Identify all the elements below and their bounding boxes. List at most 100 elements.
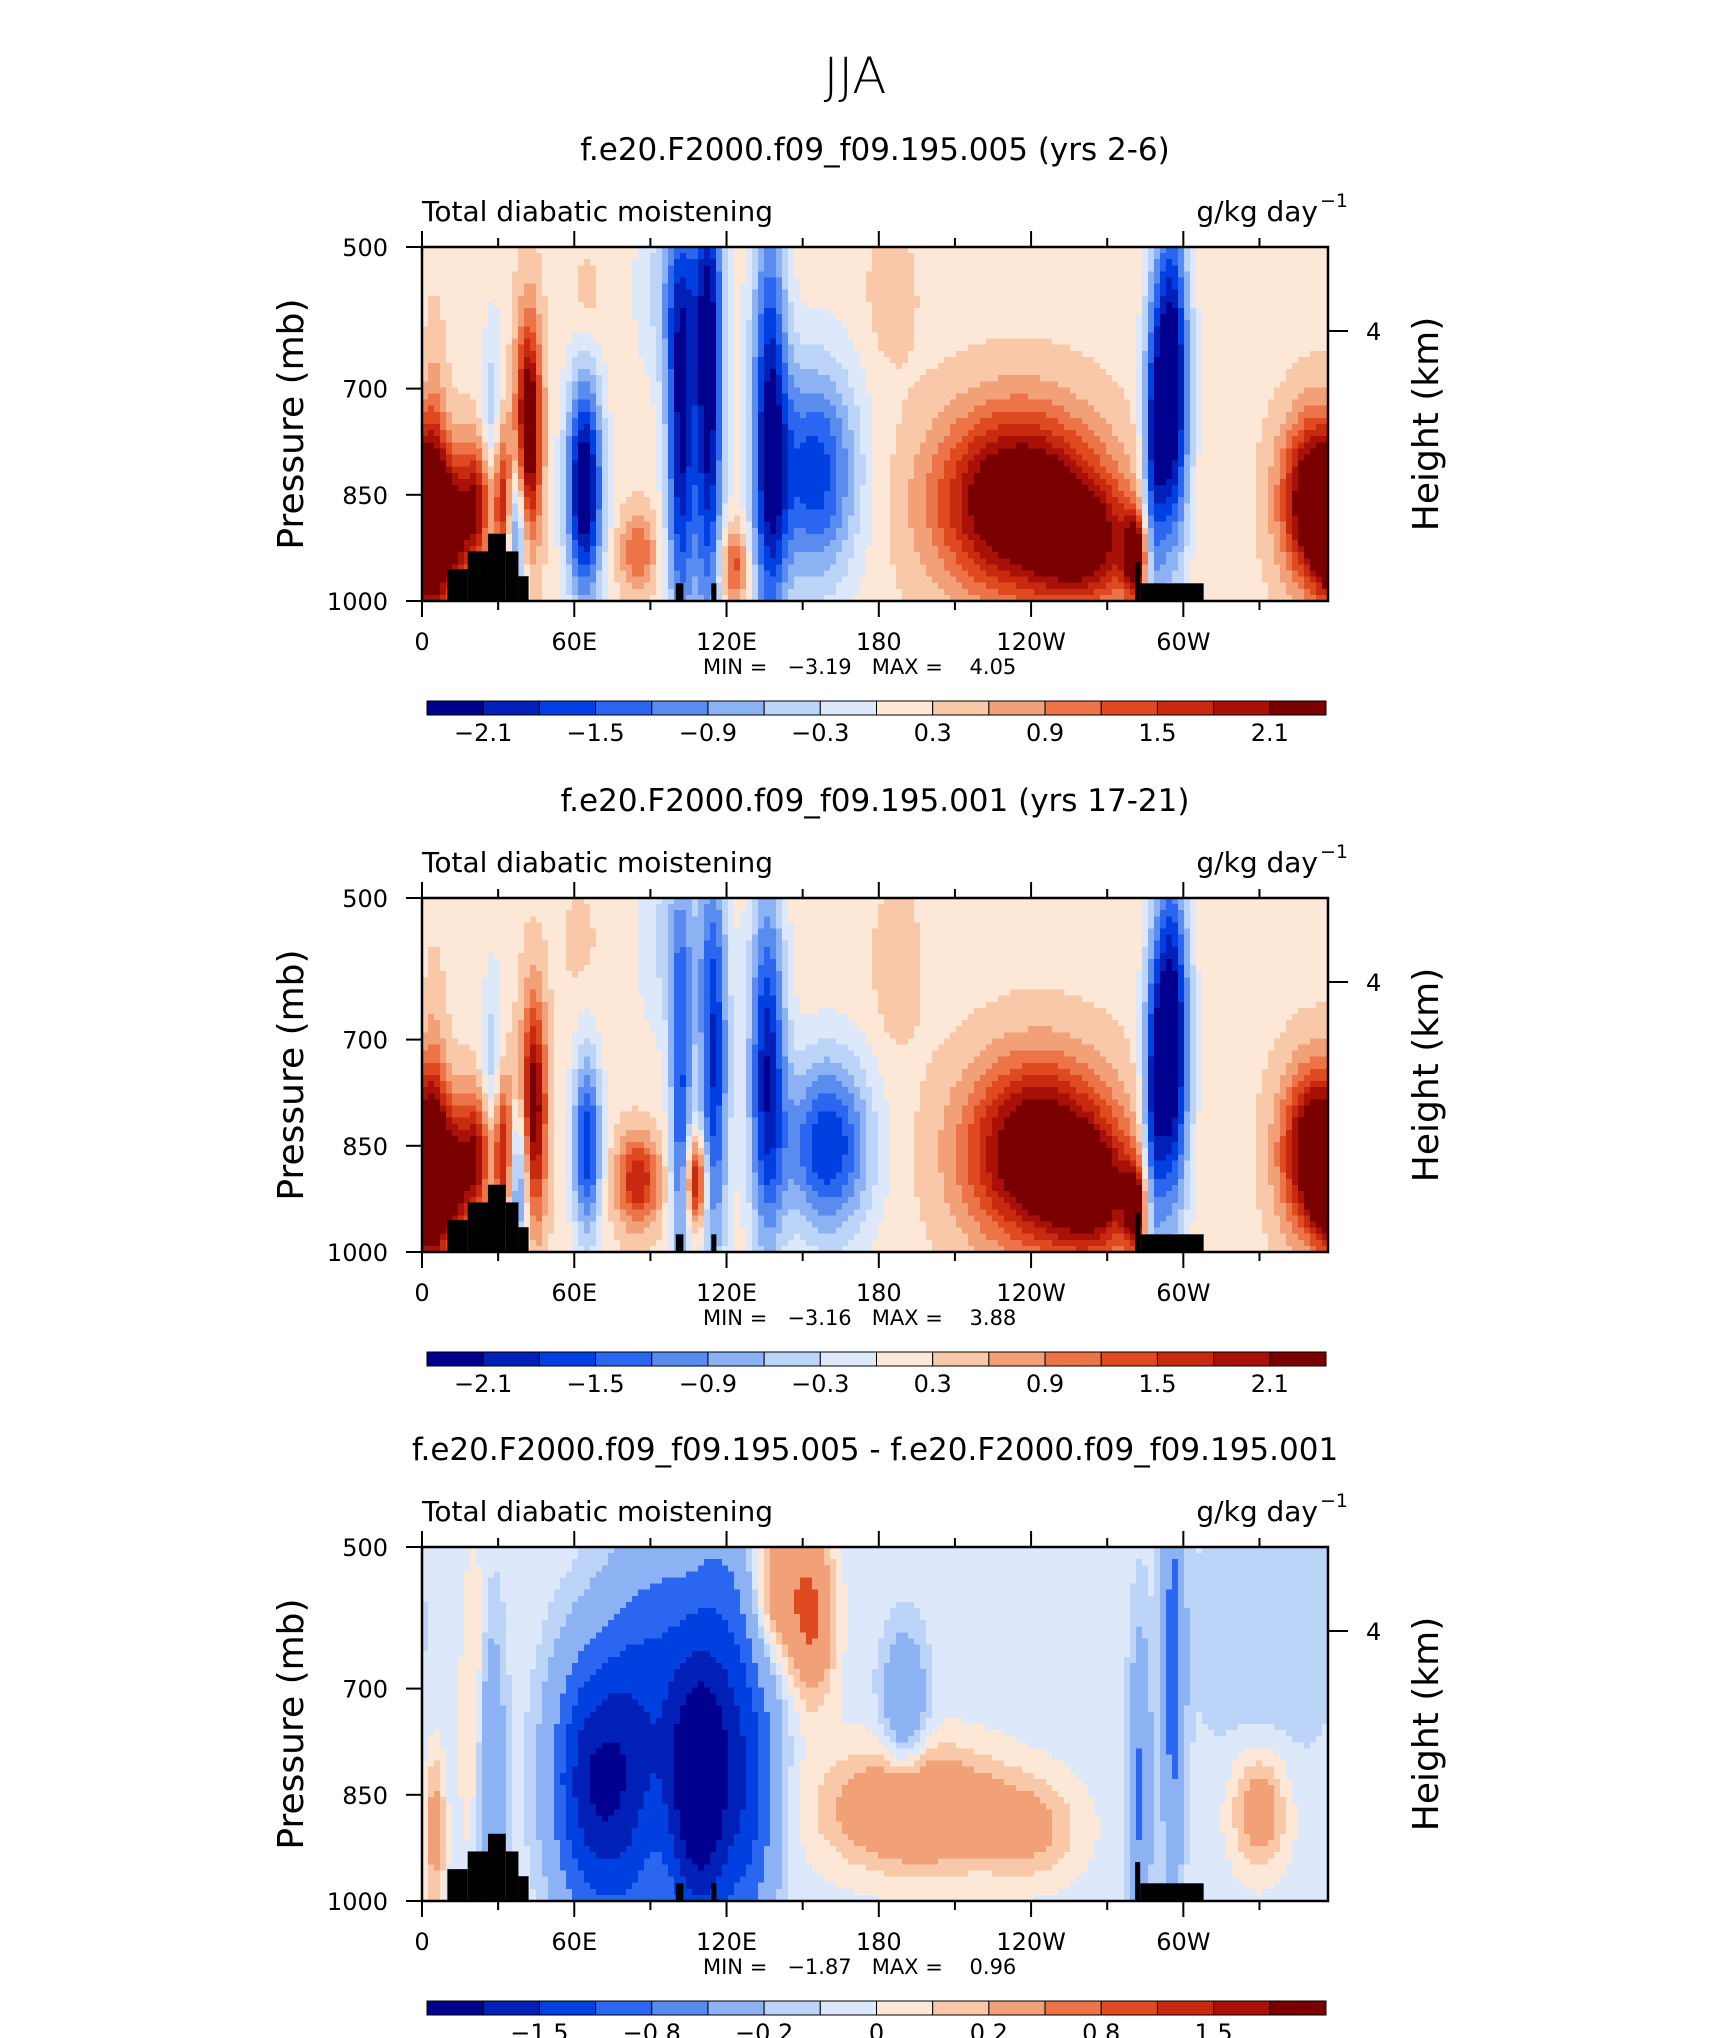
heatmap-cell bbox=[698, 399, 705, 407]
heatmap-cell bbox=[686, 491, 693, 498]
heatmap-cell bbox=[758, 277, 765, 285]
heatmap-cell bbox=[566, 369, 573, 376]
heatmap-cell bbox=[680, 277, 687, 285]
heatmap-cell bbox=[602, 594, 609, 602]
heatmap-cell bbox=[536, 436, 543, 443]
heatmap-cell bbox=[734, 472, 741, 480]
heatmap-cell bbox=[698, 509, 705, 517]
heatmap-cell bbox=[908, 375, 915, 382]
heatmap-cell bbox=[734, 320, 741, 327]
heatmap-cell bbox=[464, 460, 471, 468]
heatmap-cell bbox=[842, 442, 849, 450]
heatmap-cell bbox=[836, 503, 843, 511]
heatmap-cell bbox=[812, 497, 819, 504]
heatmap-cell bbox=[674, 533, 681, 541]
heatmap-cell bbox=[440, 430, 447, 437]
heatmap-cell bbox=[674, 326, 681, 334]
heatmap-cell bbox=[506, 533, 513, 541]
heatmap-cell bbox=[470, 521, 477, 529]
heatmap-cell bbox=[476, 295, 483, 303]
heatmap-cell bbox=[608, 289, 615, 297]
heatmap-cell bbox=[722, 564, 729, 572]
heatmap-cell bbox=[740, 533, 747, 541]
heatmap-cell bbox=[884, 332, 891, 340]
heatmap-cell bbox=[794, 314, 801, 321]
heatmap-cell bbox=[530, 509, 537, 517]
heatmap-cell bbox=[890, 283, 897, 291]
heatmap-cell bbox=[932, 411, 939, 419]
heatmap-cell bbox=[866, 539, 873, 547]
heatmap-cell bbox=[890, 576, 897, 584]
heatmap-cell bbox=[710, 362, 717, 370]
heatmap-cell bbox=[932, 350, 939, 358]
heatmap-cell bbox=[602, 460, 609, 468]
heatmap-cell bbox=[776, 320, 783, 327]
heatmap-cell bbox=[500, 497, 507, 504]
heatmap-cell bbox=[452, 558, 459, 565]
heatmap-cell bbox=[560, 314, 567, 321]
heatmap-cell bbox=[740, 521, 747, 529]
heatmap-cell bbox=[674, 338, 681, 346]
heatmap-cell bbox=[716, 271, 723, 279]
heatmap-cell bbox=[632, 253, 639, 260]
heatmap-cell bbox=[602, 576, 609, 584]
heatmap-cell bbox=[500, 289, 507, 297]
heatmap-cell bbox=[518, 259, 525, 266]
heatmap-cell bbox=[740, 350, 747, 358]
heatmap-cell bbox=[866, 393, 873, 401]
heatmap-cell bbox=[788, 485, 795, 492]
heatmap-cell bbox=[884, 362, 891, 370]
heatmap-cell bbox=[698, 424, 705, 431]
heatmap-cell bbox=[590, 576, 597, 584]
heatmap-cell bbox=[704, 326, 711, 334]
heatmap-cell bbox=[482, 369, 489, 376]
heatmap-cell bbox=[818, 454, 825, 462]
heatmap-cell bbox=[548, 424, 555, 431]
heatmap-cell bbox=[668, 387, 675, 395]
heatmap-cell bbox=[638, 301, 645, 309]
heatmap-cell bbox=[440, 411, 447, 419]
heatmap-cell bbox=[638, 430, 645, 437]
heatmap-cell bbox=[734, 247, 741, 254]
heatmap-cell bbox=[566, 265, 573, 273]
heatmap-cell bbox=[818, 570, 825, 578]
heatmap-cell bbox=[434, 509, 441, 517]
heatmap-cell bbox=[746, 424, 753, 431]
heatmap-cell bbox=[626, 448, 633, 456]
heatmap-cell bbox=[770, 295, 777, 303]
heatmap-cell bbox=[656, 259, 663, 266]
heatmap-cell bbox=[866, 448, 873, 456]
heatmap-cell bbox=[770, 253, 777, 260]
heatmap-cell bbox=[830, 454, 837, 462]
heatmap-cell bbox=[704, 491, 711, 498]
heatmap-cell bbox=[854, 253, 861, 260]
heatmap-cell bbox=[632, 308, 639, 315]
heatmap-cell bbox=[560, 570, 567, 578]
heatmap-cell bbox=[590, 417, 597, 425]
heatmap-cell bbox=[770, 485, 777, 492]
heatmap-cell bbox=[866, 485, 873, 492]
heatmap-cell bbox=[800, 521, 807, 529]
heatmap-cell bbox=[536, 411, 543, 419]
heatmap-cell bbox=[686, 369, 693, 376]
heatmap-cell bbox=[890, 546, 897, 553]
heatmap-cell bbox=[890, 442, 897, 450]
heatmap-cell bbox=[500, 442, 507, 450]
heatmap-cell bbox=[866, 515, 873, 523]
heatmap-cell bbox=[836, 515, 843, 523]
heatmap-cell bbox=[686, 320, 693, 327]
heatmap-cell bbox=[674, 405, 681, 413]
heatmap-cell bbox=[458, 375, 465, 382]
heatmap-cell bbox=[560, 539, 567, 547]
heatmap-cell bbox=[860, 430, 867, 437]
heatmap-cell bbox=[440, 417, 447, 425]
heatmap-cell bbox=[920, 466, 927, 474]
heatmap-cell bbox=[710, 259, 717, 266]
heatmap-cell bbox=[752, 588, 759, 596]
heatmap-cell bbox=[668, 271, 675, 279]
heatmap-cell bbox=[932, 308, 939, 315]
heatmap-cell bbox=[542, 515, 549, 523]
heatmap-cell bbox=[422, 539, 429, 547]
heatmap-cell bbox=[656, 338, 663, 346]
heatmap-cell bbox=[650, 582, 657, 590]
